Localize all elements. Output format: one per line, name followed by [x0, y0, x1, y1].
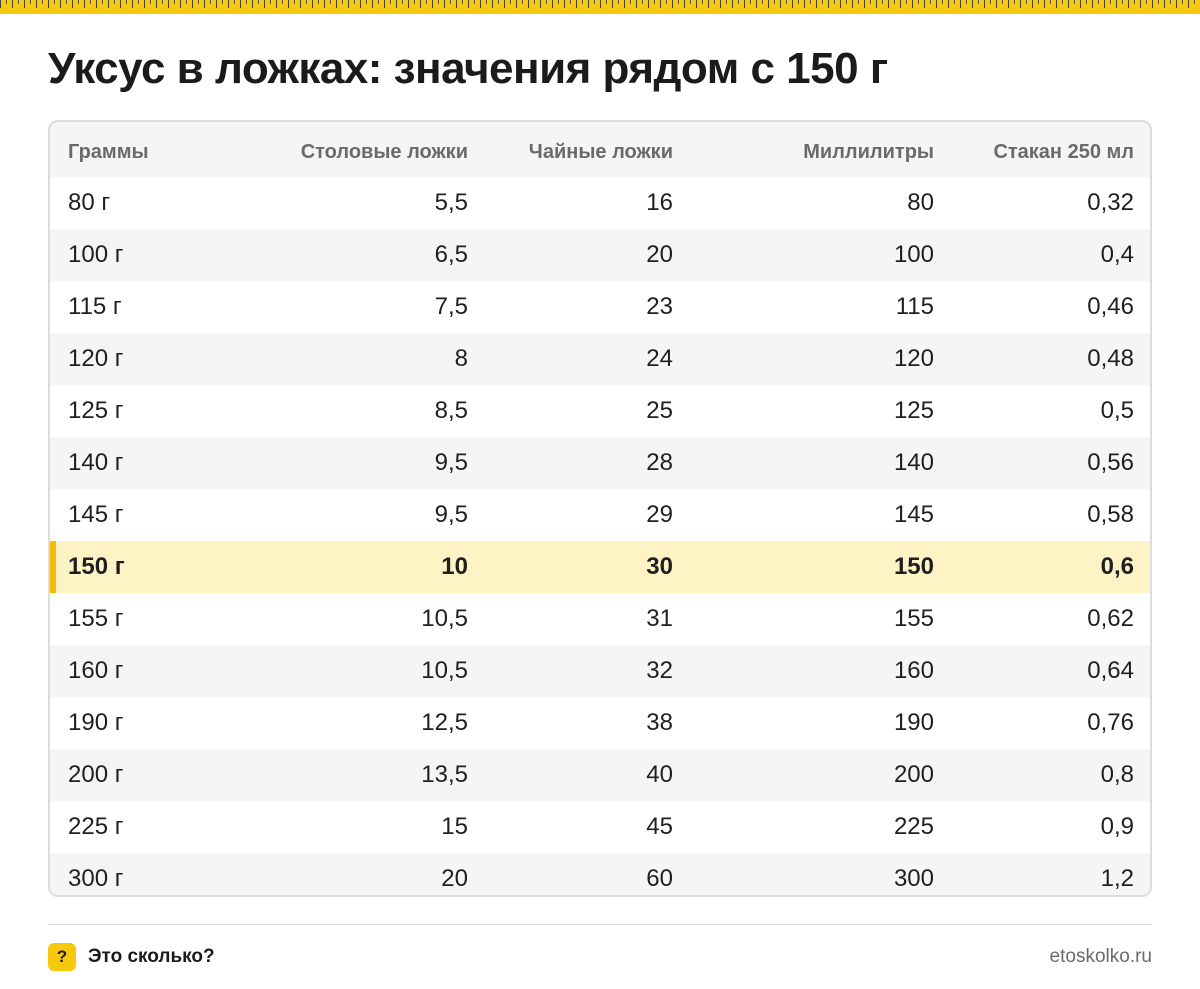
table-row: 190 г 12,5 38 190 0,76: [50, 697, 1150, 749]
cell-tablespoons: 7,5: [434, 293, 468, 320]
cell-teaspoons: 16: [646, 189, 673, 216]
cell-teaspoons: 45: [646, 813, 673, 840]
cell-teaspoons: 29: [646, 501, 673, 528]
cell-cup: 0,8: [1100, 761, 1134, 788]
cell-milliliters: 200: [893, 761, 934, 788]
header-teaspoons: Чайные ложки: [528, 141, 673, 163]
cell-cup: 0,9: [1100, 813, 1134, 840]
footer-divider: [48, 924, 1152, 925]
cell-grams: 200 г: [68, 761, 124, 788]
table-row: 125 г 8,5 25 125 0,5: [50, 385, 1150, 437]
cell-grams: 80 г: [68, 189, 111, 216]
cell-grams: 150 г: [68, 553, 125, 580]
cell-grams: 155 г: [68, 605, 124, 632]
table-row: 225 г 15 45 225 0,9: [50, 801, 1150, 853]
cell-teaspoons: 20: [646, 241, 673, 268]
cell-cup: 0,64: [1087, 657, 1134, 684]
header-milliliters: Миллилитры: [803, 141, 934, 163]
table-header: Граммы Столовые ложки Чайные ложки Милли…: [50, 122, 1150, 177]
cell-cup: 0,76: [1087, 709, 1134, 736]
cell-grams: 115 г: [68, 293, 122, 320]
cell-milliliters: 120: [893, 345, 934, 372]
table-row: 160 г 10,5 32 160 0,64: [50, 645, 1150, 697]
table-row: 120 г 8 24 120 0,48: [50, 333, 1150, 385]
cell-teaspoons: 28: [646, 449, 673, 476]
table-row: 155 г 10,5 31 155 0,62: [50, 593, 1150, 645]
header-tablespoons: Столовые ложки: [300, 141, 468, 163]
cell-cup: 0,46: [1087, 293, 1134, 320]
cell-tablespoons: 8,5: [434, 397, 468, 424]
cell-milliliters: 155: [893, 605, 934, 632]
cell-tablespoons: 5,5: [434, 189, 468, 216]
cell-grams: 145 г: [68, 501, 124, 528]
cell-milliliters: 225: [893, 813, 934, 840]
cell-grams: 190 г: [68, 709, 124, 736]
cell-grams: 125 г: [68, 397, 124, 424]
cell-cup: 0,48: [1087, 345, 1134, 372]
cell-teaspoons: 23: [646, 293, 673, 320]
cell-cup: 0,6: [1100, 553, 1134, 580]
cell-cup: 0,56: [1087, 449, 1134, 476]
cell-teaspoons: 60: [646, 865, 673, 892]
cell-tablespoons: 6,5: [434, 241, 468, 268]
cell-grams: 160 г: [68, 657, 124, 684]
cell-grams: 300 г: [68, 865, 124, 892]
cell-tablespoons: 10: [441, 553, 468, 580]
cell-milliliters: 300: [893, 865, 934, 892]
cell-tablespoons: 12,5: [421, 709, 468, 736]
cell-grams: 140 г: [68, 449, 124, 476]
cell-teaspoons: 25: [646, 397, 673, 424]
page-title: Уксус в ложках: значения рядом с 150 г: [48, 44, 888, 93]
table-row: 200 г 13,5 40 200 0,8: [50, 749, 1150, 801]
cell-teaspoons: 31: [646, 605, 673, 632]
cell-teaspoons: 24: [646, 345, 673, 372]
cell-grams: 225 г: [68, 813, 124, 840]
cell-tablespoons: 15: [441, 813, 468, 840]
cell-tablespoons: 9,5: [434, 501, 468, 528]
cell-tablespoons: 9,5: [434, 449, 468, 476]
question-badge-icon: ?: [48, 943, 76, 971]
cell-milliliters: 80: [907, 189, 934, 216]
cell-cup: 0,5: [1100, 397, 1134, 424]
cell-milliliters: 160: [893, 657, 934, 684]
cell-teaspoons: 38: [646, 709, 673, 736]
cell-milliliters: 190: [893, 709, 934, 736]
cell-teaspoons: 32: [646, 657, 673, 684]
table-row: 300 г 20 60 300 1,2: [50, 853, 1150, 895]
cell-teaspoons: 40: [646, 761, 673, 788]
cell-milliliters: 100: [893, 241, 934, 268]
cell-grams: 120 г: [68, 345, 124, 372]
cell-grams: 100 г: [68, 241, 124, 268]
cell-tablespoons: 10,5: [421, 657, 468, 684]
table-row-highlighted: 150 г 10 30 150 0,6: [50, 541, 1150, 593]
table-row: 140 г 9,5 28 140 0,56: [50, 437, 1150, 489]
cell-milliliters: 115: [895, 293, 934, 320]
table-row: 100 г 6,5 20 100 0,4: [50, 229, 1150, 281]
cell-milliliters: 145: [893, 501, 934, 528]
cell-cup: 0,62: [1087, 605, 1134, 632]
brand-name: Это сколько?: [88, 946, 215, 967]
cell-cup: 0,4: [1100, 241, 1134, 268]
cell-tablespoons: 10,5: [421, 605, 468, 632]
header-cup: Стакан 250 мл: [993, 141, 1134, 163]
cell-tablespoons: 8: [454, 345, 468, 372]
header-grams: Граммы: [68, 141, 149, 163]
conversion-table: Граммы Столовые ложки Чайные ложки Милли…: [48, 120, 1152, 897]
cell-milliliters: 140: [893, 449, 934, 476]
footer-brand: ? Это сколько?: [48, 943, 215, 971]
table-row: 115 г 7,5 23 115 0,46: [50, 281, 1150, 333]
cell-teaspoons: 30: [646, 553, 673, 580]
cell-cup: 1,2: [1100, 865, 1134, 892]
site-url: etoskolko.ru: [1049, 946, 1152, 967]
table-body: 80 г 5,5 16 80 0,32 100 г 6,5 20 100 0,4 115 г 7,5 2…: [50, 177, 1150, 895]
table-row: 145 г 9,5 29 145 0,58: [50, 489, 1150, 541]
cell-milliliters: 125: [893, 397, 934, 424]
ruler-strip: [0, 0, 1200, 14]
cell-cup: 0,32: [1087, 189, 1134, 216]
cell-cup: 0,58: [1087, 501, 1134, 528]
cell-tablespoons: 13,5: [421, 761, 468, 788]
table-row: 80 г 5,5 16 80 0,32: [50, 177, 1150, 229]
cell-tablespoons: 20: [441, 865, 468, 892]
cell-milliliters: 150: [893, 553, 934, 580]
